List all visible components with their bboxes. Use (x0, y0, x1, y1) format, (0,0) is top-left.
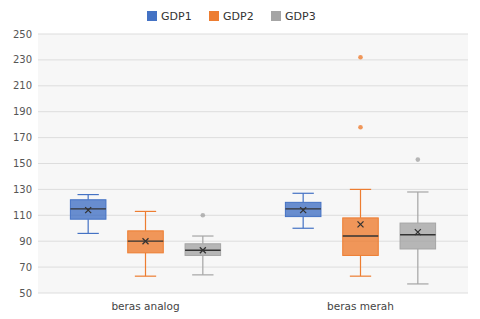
whisker-high (88, 195, 89, 200)
cap-low (293, 228, 314, 229)
cap-high (135, 211, 156, 212)
y-tick-label: 170 (13, 132, 32, 143)
cap-high (293, 193, 314, 194)
box (70, 200, 106, 219)
cap-low (192, 274, 213, 275)
y-tick-label: 70 (19, 262, 32, 273)
y-tick-label: 50 (19, 288, 32, 299)
whisker-high (145, 211, 146, 230)
box (400, 223, 436, 249)
x-tick-label: beras analog (111, 300, 179, 312)
whisker-high (417, 192, 418, 223)
mean-marker (415, 229, 421, 235)
plot-area (38, 34, 468, 293)
grid-line (38, 163, 468, 164)
box (285, 202, 321, 216)
legend-swatch (271, 11, 281, 21)
cap-high (78, 194, 99, 195)
cap-high (350, 189, 371, 190)
box (128, 231, 164, 253)
whisker-low (202, 255, 203, 274)
marks (70, 55, 435, 284)
grid-line (38, 267, 468, 268)
whisker-low (360, 255, 361, 276)
grid-line (38, 189, 468, 190)
legend: GDP1 GDP2 GDP3 (147, 10, 316, 23)
cap-low (78, 233, 99, 234)
mean-marker (143, 238, 149, 244)
cap-low (350, 276, 371, 277)
whisker-low (145, 253, 146, 276)
cap-low (135, 276, 156, 277)
whisker-low (417, 249, 418, 284)
grid-line (38, 111, 468, 112)
legend-label: GDP1 (161, 10, 192, 23)
median (400, 234, 436, 235)
y-tick-label: 110 (13, 210, 32, 221)
y-tick-label: 130 (13, 184, 32, 195)
y-tick-label: 190 (13, 106, 32, 117)
box (185, 244, 221, 256)
whisker-high (360, 189, 361, 217)
legend-swatch (209, 11, 219, 21)
legend-label: GDP2 (223, 10, 254, 23)
y-tick-label: 230 (13, 54, 32, 65)
x-tick-label: beras merah (327, 300, 394, 312)
legend-swatch (147, 11, 157, 21)
whisker-high (303, 193, 304, 202)
cap-low (407, 283, 428, 284)
median (343, 235, 379, 236)
mean-marker (300, 207, 306, 213)
flier (416, 157, 421, 162)
flier (358, 55, 363, 60)
grid-line (38, 137, 468, 138)
grid-line (38, 293, 468, 294)
flier (201, 213, 206, 218)
whisker-low (88, 219, 89, 233)
grid-line (38, 59, 468, 60)
y-tick-label: 90 (19, 236, 32, 247)
mean-marker (358, 221, 364, 227)
mean-marker (85, 207, 91, 213)
legend-label: GDP3 (285, 10, 316, 23)
cap-high (192, 235, 213, 236)
flier (358, 125, 363, 130)
cap-high (407, 191, 428, 192)
box (343, 218, 379, 256)
mean-marker (200, 247, 206, 253)
whisker-low (303, 217, 304, 229)
y-tick-label: 150 (13, 158, 32, 169)
y-tick-label: 250 (13, 29, 32, 40)
grid-line (38, 34, 468, 35)
y-tick-label: 210 (13, 80, 32, 91)
chart: 50 70 90 110 130 150 170 190 210 230 250 beras anal… (0, 0, 480, 319)
whisker-high (202, 236, 203, 244)
grid-line (38, 85, 468, 86)
